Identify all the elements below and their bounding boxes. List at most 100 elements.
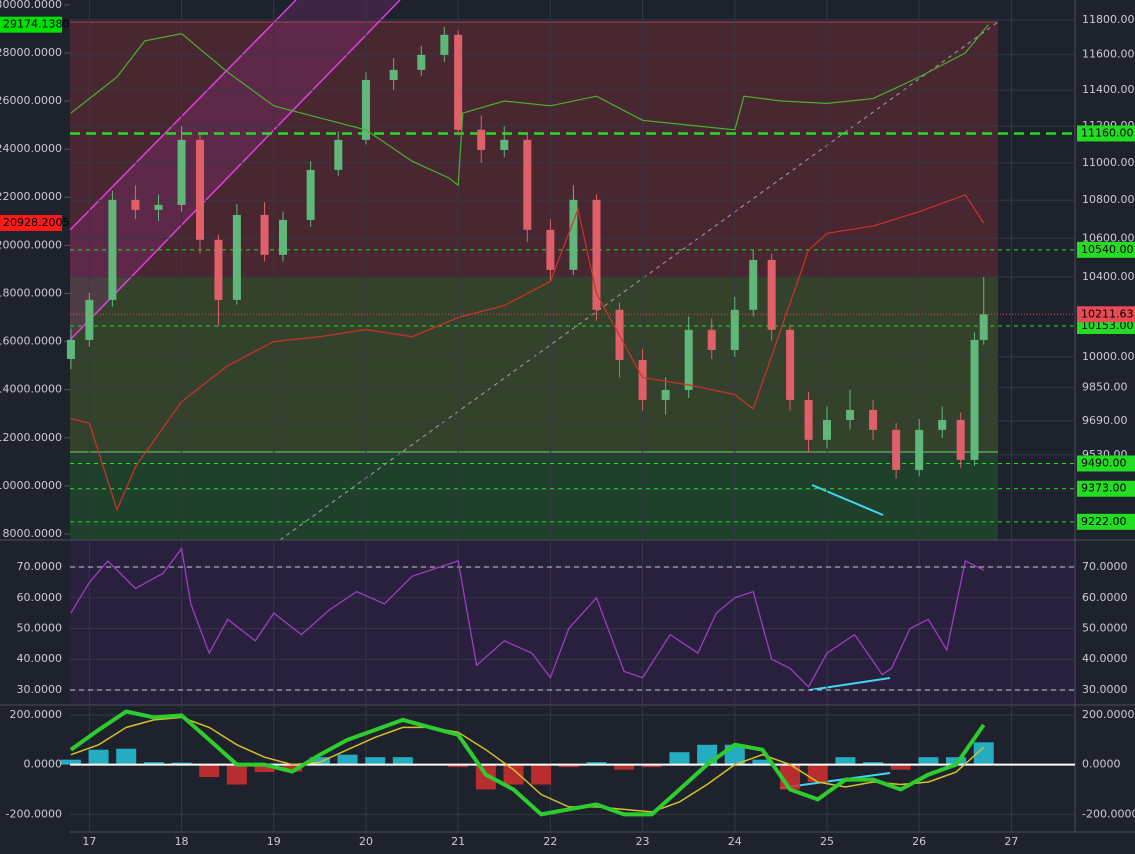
series-last-label-box [0,16,62,33]
candle-body [707,329,716,350]
candle-body [638,359,647,400]
y-tick-label: 9690.00 [1082,414,1128,427]
histogram-bar [946,757,967,765]
candle-body [232,214,241,300]
y-tick-label-left: 40.0000 [17,652,63,665]
divergence-line [809,677,891,691]
candle-body [979,314,988,340]
histogram-bar [973,742,994,765]
candle-body [786,329,795,400]
y-tick-label: 30.0000 [1082,683,1128,696]
candle-body [822,419,831,440]
x-tick-label: 26 [912,835,926,848]
y2-tick-label: 20000.0000 [0,238,62,251]
y-tick-label-left: 70.0000 [17,560,63,573]
histogram-bar [752,759,773,765]
fib-zone-red [70,22,998,277]
level-label: 9373.00 [1081,482,1127,495]
candle-body [730,309,739,350]
y2-tick-label: 28000.0000 [0,46,62,59]
candle-body [108,199,117,300]
divergence-line [811,484,884,516]
candle-body [278,219,287,255]
candle-body [970,339,979,460]
candle-body [749,259,758,310]
rsi-background [70,540,1075,705]
histogram-bar [309,757,330,765]
x-tick-label: 20 [359,835,373,848]
series-last-label: 20928.2005 [3,216,69,229]
y-tick-label: 11400.00 [1082,83,1135,96]
candle-body [915,429,924,470]
candle-body [361,79,370,140]
x-tick-label: 17 [82,835,96,848]
histogram-bar [863,762,884,765]
candle-body [846,409,855,420]
y2-tick-label: 24000.0000 [0,142,62,155]
channel-line [69,0,401,341]
last-price-label-box [1077,306,1135,323]
level-label: 10540.00 [1081,243,1134,256]
candle-body [131,199,140,210]
y2-tick-label: 16000.0000 [0,335,62,348]
histogram-bar [116,748,137,765]
candle-body [804,399,813,440]
y-tick-label: 50.0000 [1082,621,1128,634]
y-tick-label: 0.0000 [1082,758,1121,771]
y-tick-label-left: 0.0000 [24,758,63,771]
y-tick-label-left: -200.0000 [6,807,62,820]
candle-body [569,199,578,270]
x-tick-label: 27 [1004,835,1018,848]
y2-tick-label: 22000.0000 [0,190,62,203]
y2-tick-label: 14000.0000 [0,383,62,396]
x-tick-label: 18 [175,835,189,848]
candle-body [500,139,509,150]
candle-body [892,429,901,470]
y2-tick-label: 30000.0000 [0,0,62,11]
histogram-bar [614,764,635,770]
histogram-bar [392,757,413,765]
y-tick-label: -200.0000 [1082,807,1135,820]
candle-body [592,199,601,310]
series-last-label: 29174.1380 [3,18,69,31]
histogram-bar [365,757,386,765]
overlay-line [70,24,989,187]
histogram-bar [890,764,911,770]
level-label-box [1077,125,1135,142]
candle-body [661,389,670,400]
y2-tick-label: 26000.0000 [0,94,62,107]
candle-body [523,139,532,230]
candle-body [306,169,315,220]
y-tick-label: 200.0000 [1082,708,1135,721]
histogram-bar [807,764,828,783]
last-price-label: 10211.63 [1081,307,1134,320]
x-tick-label: 21 [451,835,465,848]
level-label-box [1077,480,1135,497]
histogram-bar [88,749,109,765]
candle-body [869,409,878,430]
candle-body [154,204,163,210]
trend-line [279,21,999,541]
y-tick-label: 10600.00 [1082,231,1135,244]
y-tick-label: 10400.00 [1082,270,1135,283]
signal-line [70,716,985,813]
candle-body [334,139,343,170]
y-tick-label-left: 30.0000 [17,683,63,696]
y-tick-label: 11800.00 [1082,13,1135,26]
level-label-box [1077,241,1135,258]
x-tick-label: 25 [820,835,834,848]
y-tick-label: 11600.00 [1082,48,1135,61]
level-label: 9490.00 [1081,456,1127,469]
candle-body [417,54,426,70]
macd-line [69,709,986,817]
overlay-line [70,194,985,512]
histogram-bar [254,764,275,773]
histogram-bar [503,764,524,785]
candle-body [938,419,947,430]
histogram-bar [337,754,358,765]
y-tick-label: 60.0000 [1082,591,1128,604]
candle-body [85,299,94,340]
y2-tick-label: 8000.0000 [3,527,63,540]
